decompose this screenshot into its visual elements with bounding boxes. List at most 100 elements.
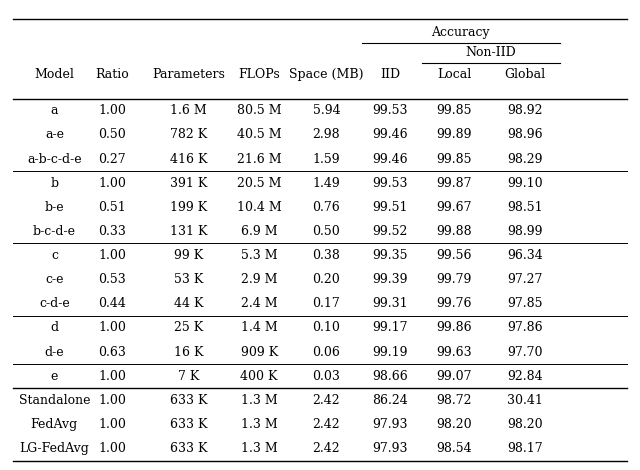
- Text: e: e: [51, 370, 58, 383]
- Text: 1.49: 1.49: [312, 177, 340, 189]
- Text: 99.31: 99.31: [372, 298, 408, 310]
- Text: 97.27: 97.27: [507, 273, 543, 286]
- Text: 1.3 M: 1.3 M: [241, 418, 278, 431]
- Text: 0.50: 0.50: [98, 128, 126, 141]
- Text: Local: Local: [437, 68, 472, 81]
- Text: Space (MB): Space (MB): [289, 68, 364, 81]
- Text: 98.51: 98.51: [507, 201, 543, 214]
- Text: 99.53: 99.53: [372, 104, 408, 117]
- Text: 44 K: 44 K: [174, 298, 204, 310]
- Text: 99.63: 99.63: [436, 345, 472, 359]
- Text: 0.20: 0.20: [312, 273, 340, 286]
- Text: 99.46: 99.46: [372, 153, 408, 165]
- Text: 0.03: 0.03: [312, 370, 340, 383]
- Text: 16 K: 16 K: [174, 345, 204, 359]
- Text: 99.46: 99.46: [372, 128, 408, 141]
- Text: 99.10: 99.10: [507, 177, 543, 189]
- Text: 391 K: 391 K: [170, 177, 207, 189]
- Text: 1.00: 1.00: [98, 249, 126, 262]
- Text: 0.06: 0.06: [312, 345, 340, 359]
- Text: 98.72: 98.72: [436, 394, 472, 407]
- Text: 131 K: 131 K: [170, 225, 207, 238]
- Text: 2.4 M: 2.4 M: [241, 298, 278, 310]
- Text: 99.85: 99.85: [436, 104, 472, 117]
- Text: Global: Global: [504, 68, 545, 81]
- Text: a-b-c-d-e: a-b-c-d-e: [27, 153, 82, 165]
- Text: Standalone: Standalone: [19, 394, 90, 407]
- Text: b: b: [51, 177, 58, 189]
- Text: 98.20: 98.20: [507, 418, 543, 431]
- Text: 0.44: 0.44: [98, 298, 126, 310]
- Text: 633 K: 633 K: [170, 442, 207, 455]
- Text: IID: IID: [380, 68, 401, 81]
- Text: 0.63: 0.63: [98, 345, 126, 359]
- Text: 0.50: 0.50: [312, 225, 340, 238]
- Text: c-e: c-e: [45, 273, 63, 286]
- Text: 400 K: 400 K: [241, 370, 278, 383]
- Text: c: c: [51, 249, 58, 262]
- Text: 99.86: 99.86: [436, 321, 472, 334]
- Text: 782 K: 782 K: [170, 128, 207, 141]
- Text: 97.85: 97.85: [507, 298, 543, 310]
- Text: 99.17: 99.17: [372, 321, 408, 334]
- Text: 1.00: 1.00: [98, 394, 126, 407]
- Text: 20.5 M: 20.5 M: [237, 177, 282, 189]
- Text: 25 K: 25 K: [174, 321, 204, 334]
- Text: 99.51: 99.51: [372, 201, 408, 214]
- Text: 99.85: 99.85: [436, 153, 472, 165]
- Text: 99.87: 99.87: [436, 177, 472, 189]
- Text: 98.29: 98.29: [507, 153, 543, 165]
- Text: 1.00: 1.00: [98, 370, 126, 383]
- Text: 99 K: 99 K: [174, 249, 204, 262]
- Text: FedAvg: FedAvg: [31, 418, 78, 431]
- Text: 53 K: 53 K: [174, 273, 204, 286]
- Text: 80.5 M: 80.5 M: [237, 104, 282, 117]
- Text: Non-IID: Non-IID: [466, 46, 516, 59]
- Text: b-c-d-e: b-c-d-e: [33, 225, 76, 238]
- Text: 96.34: 96.34: [507, 249, 543, 262]
- Text: FLOPs: FLOPs: [238, 68, 280, 81]
- Text: 97.93: 97.93: [372, 418, 408, 431]
- Text: 0.10: 0.10: [312, 321, 340, 334]
- Text: 2.9 M: 2.9 M: [241, 273, 278, 286]
- Text: d: d: [51, 321, 58, 334]
- Text: 99.56: 99.56: [436, 249, 472, 262]
- Text: Ratio: Ratio: [95, 68, 129, 81]
- Text: 633 K: 633 K: [170, 394, 207, 407]
- Text: 99.35: 99.35: [372, 249, 408, 262]
- Text: 99.76: 99.76: [436, 298, 472, 310]
- Text: 99.19: 99.19: [372, 345, 408, 359]
- Text: 0.27: 0.27: [98, 153, 126, 165]
- Text: 86.24: 86.24: [372, 394, 408, 407]
- Text: 0.53: 0.53: [98, 273, 126, 286]
- Text: 416 K: 416 K: [170, 153, 207, 165]
- Text: 5.3 M: 5.3 M: [241, 249, 278, 262]
- Text: 7 K: 7 K: [178, 370, 200, 383]
- Text: LG-FedAvg: LG-FedAvg: [19, 442, 90, 455]
- Text: 633 K: 633 K: [170, 418, 207, 431]
- Text: 1.00: 1.00: [98, 442, 126, 455]
- Text: 0.38: 0.38: [312, 249, 340, 262]
- Text: 97.93: 97.93: [372, 442, 408, 455]
- Text: 99.88: 99.88: [436, 225, 472, 238]
- Text: c-d-e: c-d-e: [39, 298, 70, 310]
- Text: 1.00: 1.00: [98, 418, 126, 431]
- Text: 98.99: 98.99: [507, 225, 543, 238]
- Text: 98.96: 98.96: [507, 128, 543, 141]
- Text: 98.17: 98.17: [507, 442, 543, 455]
- Text: 98.92: 98.92: [507, 104, 543, 117]
- Text: Accuracy: Accuracy: [431, 26, 490, 39]
- Text: 1.3 M: 1.3 M: [241, 442, 278, 455]
- Text: Parameters: Parameters: [152, 68, 225, 81]
- Text: 30.41: 30.41: [507, 394, 543, 407]
- Text: 21.6 M: 21.6 M: [237, 153, 282, 165]
- Text: 5.94: 5.94: [312, 104, 340, 117]
- Text: a-e: a-e: [45, 128, 64, 141]
- Text: 2.42: 2.42: [312, 394, 340, 407]
- Text: 99.67: 99.67: [436, 201, 472, 214]
- Text: 10.4 M: 10.4 M: [237, 201, 282, 214]
- Text: 98.20: 98.20: [436, 418, 472, 431]
- Text: 2.42: 2.42: [312, 442, 340, 455]
- Text: 92.84: 92.84: [507, 370, 543, 383]
- Text: Model: Model: [35, 68, 74, 81]
